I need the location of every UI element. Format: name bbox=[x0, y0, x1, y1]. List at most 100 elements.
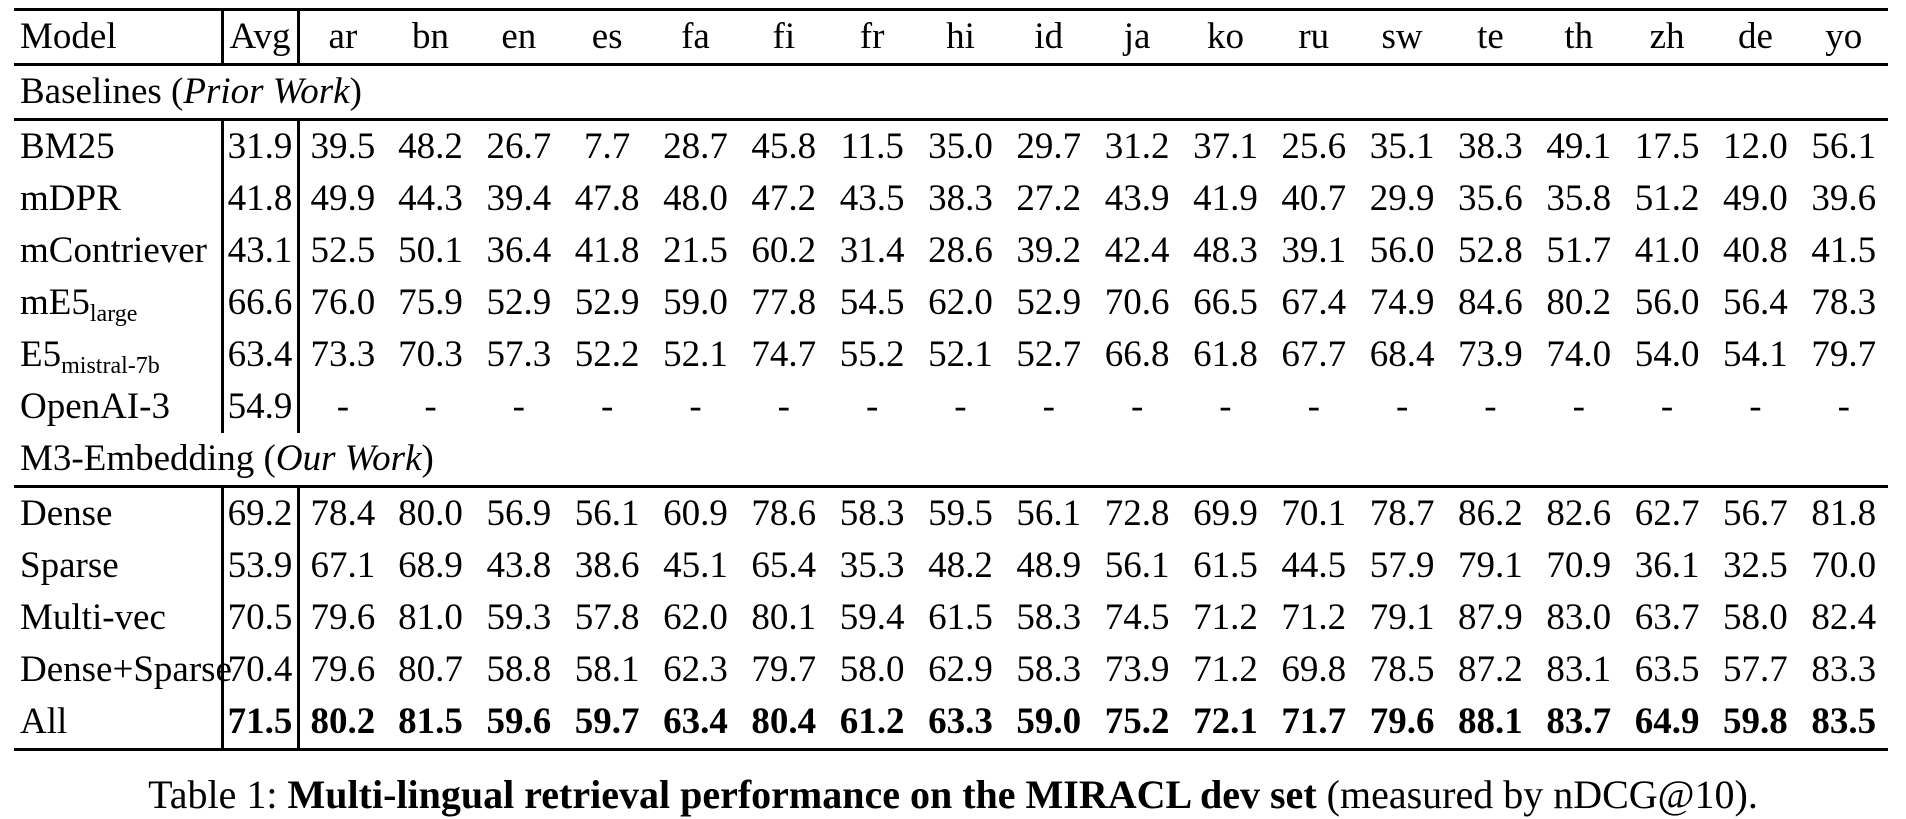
column-header-th: th bbox=[1564, 16, 1594, 57]
value-cell-fa: - bbox=[689, 386, 702, 427]
avg-cell: 70.5 bbox=[222, 592, 300, 644]
value-cell-th: 83.0 bbox=[1546, 597, 1612, 638]
value-cell-te: 38.3 bbox=[1458, 126, 1523, 167]
value-cell-fr: 54.5 bbox=[839, 282, 905, 323]
value-cell-ru: 67.4 bbox=[1281, 282, 1347, 323]
value-cell-ru: 44.5 bbox=[1281, 545, 1347, 586]
value-cell-id: 56.1 bbox=[1016, 493, 1082, 534]
value-cell-hi: 59.5 bbox=[928, 493, 993, 534]
value-cell-ru: 40.7 bbox=[1281, 178, 1347, 219]
value-cell-bn: 75.9 bbox=[398, 282, 463, 323]
value-cell-de: 59.8 bbox=[1723, 701, 1788, 742]
value-cell-th: 83.7 bbox=[1546, 701, 1612, 742]
model-cell: Dense+Sparse bbox=[14, 644, 232, 696]
value-cell-es: 41.8 bbox=[574, 230, 640, 271]
value-cell-id: - bbox=[1042, 386, 1055, 427]
value-cell-th: - bbox=[1572, 386, 1585, 427]
value-cell-ko: 71.2 bbox=[1193, 649, 1258, 690]
column-header-ar: ar bbox=[328, 16, 358, 57]
value-cell-fa: 28.7 bbox=[663, 126, 728, 167]
value-cell-yo: 41.5 bbox=[1811, 230, 1877, 271]
value-cell-de: 54.1 bbox=[1723, 334, 1788, 375]
model-cell: mDPR bbox=[14, 173, 224, 225]
value-cell-bn: 80.0 bbox=[398, 493, 463, 534]
value-cell-id: 52.7 bbox=[1016, 334, 1082, 375]
value-cell-en: 57.3 bbox=[486, 334, 552, 375]
data-row: BM25 31.9 39.5 48.2 26.7 7.7 28.7 45.8 11.5 35.0 2… bbox=[14, 119, 1888, 173]
value-cell-th: 51.7 bbox=[1546, 230, 1612, 271]
value-cell-ja: 42.4 bbox=[1104, 230, 1170, 271]
value-cell-fr: - bbox=[865, 386, 879, 427]
value-cell-fi: - bbox=[777, 386, 790, 427]
column-header-es: es bbox=[591, 16, 623, 57]
value-cell-ru: 70.1 bbox=[1281, 493, 1347, 534]
value-cell-yo: 56.1 bbox=[1811, 126, 1877, 167]
value-cell-zh: 63.7 bbox=[1634, 597, 1700, 638]
section-title: Baselines (Prior Work) bbox=[20, 71, 362, 112]
value-cell-es: 56.1 bbox=[574, 493, 640, 534]
value-cell-en: 39.4 bbox=[486, 178, 552, 219]
value-cell-fa: 59.0 bbox=[663, 282, 728, 323]
value-cell-fa: 63.4 bbox=[663, 701, 728, 742]
value-cell-te: 73.9 bbox=[1458, 334, 1523, 375]
value-cell-hi: 28.6 bbox=[928, 230, 993, 271]
avg-cell: 71.5 bbox=[222, 696, 300, 750]
value-cell-fr: 61.2 bbox=[839, 701, 905, 742]
value-cell-fa: 52.1 bbox=[663, 334, 728, 375]
value-cell-th: 35.8 bbox=[1546, 178, 1612, 219]
value-cell-es: 38.6 bbox=[574, 545, 640, 586]
paper-page: Model Avg ar bn en es fa fi fr hi id ja ko ru sw te th zh… bbox=[0, 8, 1906, 817]
value-cell-de: 12.0 bbox=[1723, 126, 1788, 167]
value-cell-ja: 75.2 bbox=[1104, 701, 1170, 742]
model-cell: All bbox=[14, 696, 224, 750]
avg-cell: 70.4 bbox=[222, 644, 300, 696]
value-cell-sw: 29.9 bbox=[1369, 178, 1435, 219]
value-cell-yo: 78.3 bbox=[1811, 282, 1877, 323]
value-cell-ja: 72.8 bbox=[1104, 493, 1170, 534]
header-row: Model Avg ar bn en es fa fi fr hi id ja ko ru sw te th zh… bbox=[14, 9, 1888, 65]
value-cell-ar: 79.6 bbox=[310, 597, 376, 638]
value-cell-hi: 38.3 bbox=[928, 178, 993, 219]
model-cell: OpenAI-3 bbox=[14, 381, 224, 433]
value-cell-de: - bbox=[1749, 386, 1762, 427]
value-cell-te: 88.1 bbox=[1458, 701, 1523, 742]
value-cell-ko: 61.5 bbox=[1193, 545, 1258, 586]
value-cell-ru: 25.6 bbox=[1281, 126, 1347, 167]
column-header-ko: ko bbox=[1206, 16, 1244, 57]
value-cell-fa: 62.0 bbox=[663, 597, 728, 638]
value-cell-de: 57.7 bbox=[1723, 649, 1788, 690]
value-cell-id: 58.3 bbox=[1016, 649, 1082, 690]
value-cell-sw: - bbox=[1395, 386, 1409, 427]
value-cell-id: 58.3 bbox=[1016, 597, 1082, 638]
avg-cell: 66.6 bbox=[222, 277, 300, 329]
value-cell-te: 84.6 bbox=[1458, 282, 1523, 323]
value-cell-id: 39.2 bbox=[1016, 230, 1082, 271]
value-cell-ru: 71.7 bbox=[1281, 701, 1347, 742]
section-row: Baselines (Prior Work) bbox=[14, 65, 1888, 120]
column-header-avg: Avg bbox=[222, 9, 300, 65]
value-cell-fi: 47.2 bbox=[751, 178, 817, 219]
value-cell-es: 59.7 bbox=[574, 701, 640, 742]
value-cell-ja: 73.9 bbox=[1104, 649, 1170, 690]
value-cell-ru: 67.7 bbox=[1281, 334, 1347, 375]
value-cell-de: 49.0 bbox=[1723, 178, 1788, 219]
value-cell-sw: 35.1 bbox=[1369, 126, 1435, 167]
value-cell-fr: 43.5 bbox=[839, 178, 905, 219]
data-row: Dense 69.2 78.4 80.0 56.9 56.1 60.9 78.6 58.3 59.… bbox=[14, 486, 1888, 540]
value-cell-en: 36.4 bbox=[486, 230, 552, 271]
column-header-te: te bbox=[1477, 16, 1504, 57]
value-cell-id: 29.7 bbox=[1016, 126, 1082, 167]
avg-cell: 43.1 bbox=[222, 225, 300, 277]
table-body: Baselines (Prior Work) BM25 31.9 39.5 48.2 26… bbox=[14, 65, 1888, 750]
value-cell-hi: 62.9 bbox=[928, 649, 993, 690]
value-cell-sw: 74.9 bbox=[1369, 282, 1435, 323]
value-cell-id: 59.0 bbox=[1016, 701, 1082, 742]
value-cell-de: 56.4 bbox=[1723, 282, 1788, 323]
value-cell-bn: - bbox=[424, 386, 437, 427]
value-cell-ar: - bbox=[336, 386, 350, 427]
value-cell-zh: 54.0 bbox=[1634, 334, 1700, 375]
value-cell-yo: 83.3 bbox=[1811, 649, 1877, 690]
data-row: Dense+Sparse 70.4 79.6 80.7 58.8 58.1 62.3 79.7… bbox=[14, 644, 1888, 696]
column-header-ja: ja bbox=[1123, 16, 1151, 57]
data-row: mDPR 41.8 49.9 44.3 39.4 47.8 48.0 47.2 43.5 38.3… bbox=[14, 173, 1888, 225]
